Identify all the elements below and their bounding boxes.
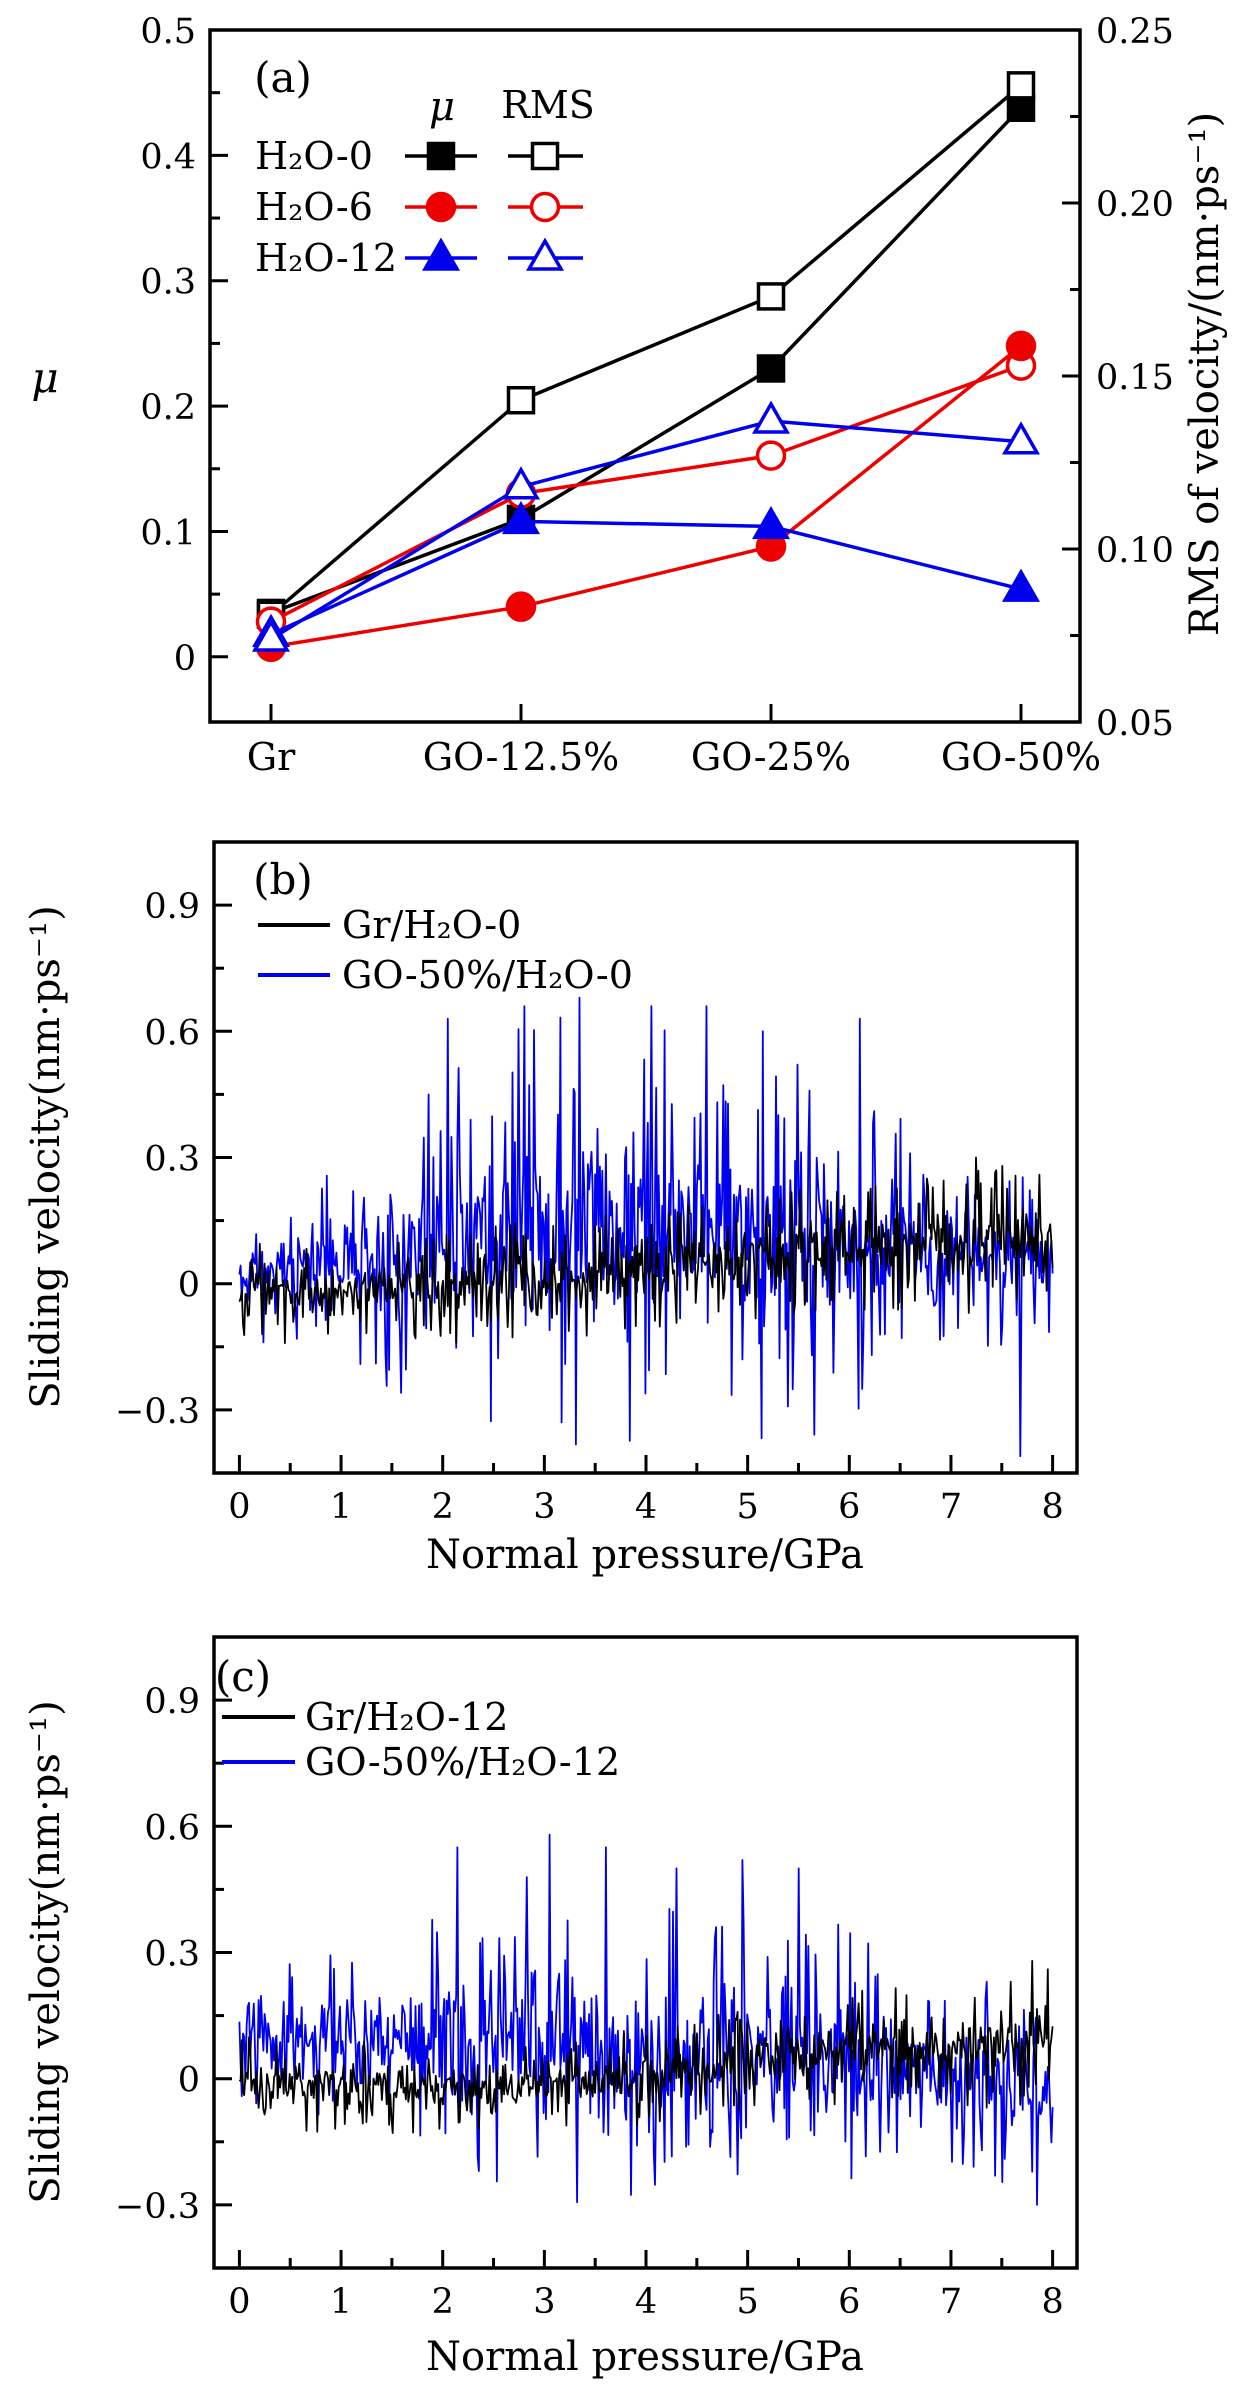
mu-axis-label: μ (31, 353, 59, 402)
x-tick-label: 0 (228, 2282, 250, 2322)
y-tick-label: 0.6 (144, 1808, 200, 1848)
category-label: GO-25% (691, 735, 851, 779)
rms-axis-label: RMS of velocity/(nm·ps⁻¹) (1182, 111, 1228, 637)
x-tick-label: 7 (940, 2282, 962, 2322)
panel-b-chart: −0.3 0 0.3 0.6 0.9 0 1 2 3 4 5 6 7 8 (115, 840, 1079, 1527)
category-label: GO-50% (941, 735, 1101, 779)
panel-c-y-axis-label: Sliding velocity(nm·ps⁻¹) (23, 1700, 69, 2204)
legend-a-label-h2o-12: H₂O-12 (255, 236, 398, 280)
x-tick-label: 1 (330, 2282, 352, 2322)
series-line (270, 363, 1022, 624)
left-tick-label: 0.5 (140, 12, 196, 52)
x-tick-label: 8 (1041, 2282, 1063, 2322)
panel-c-chart: −0.3 0 0.3 0.6 0.9 0 1 2 3 4 5 6 7 8 (115, 1635, 1079, 2322)
right-tick-label: 0.10 (1096, 531, 1174, 571)
x-tick-label: 6 (838, 2282, 860, 2322)
series-black (238, 1156, 1054, 1344)
y-tick-label: 0.6 (144, 1013, 200, 1053)
x-tick-label: 5 (737, 1487, 759, 1527)
y-tick-label: 0 (178, 2061, 200, 2101)
series-line (270, 519, 1022, 636)
x-tick-label: 3 (533, 1487, 555, 1527)
series-marker (1001, 421, 1041, 455)
series-marker (1001, 568, 1041, 602)
series-marker (506, 385, 536, 415)
right-tick-label: 0.20 (1096, 185, 1174, 225)
panel-a-letter: (a) (254, 53, 312, 102)
y-tick-label: 0.9 (144, 887, 200, 927)
x-tick-label: 1 (330, 1487, 352, 1527)
panel-b-x-axis-label: Normal pressure/GPa (426, 1532, 864, 1578)
right-tick-label: 0.25 (1096, 12, 1174, 52)
series-marker (755, 440, 787, 471)
panel-a-chart: 0 0.1 0.2 0.3 0.4 0.5 0.05 0.10 0.15 0.20 0.25 Gr GO… (140, 12, 1174, 779)
series-line (270, 419, 1022, 641)
left-tick-label: 0.2 (140, 388, 196, 428)
series-marker (1005, 330, 1037, 362)
y-tick-label: 0.3 (144, 1935, 200, 1975)
x-tick-label: 4 (635, 2282, 657, 2322)
legend-rms-sample-marker (529, 191, 561, 223)
legend-a-header-rms: RMS (501, 83, 595, 127)
series-marker (751, 400, 791, 434)
series-line (270, 106, 1023, 615)
panel-c-letter: (c) (214, 1652, 272, 1701)
legend-b-label-go50: GO-50%/H₂O-0 (342, 953, 633, 997)
left-tick-label: 0.4 (140, 137, 196, 177)
series-black (238, 1959, 1054, 2134)
legend-b-label-gr: Gr/H₂O-0 (342, 903, 522, 947)
panel-b-y-axis-label: Sliding velocity(nm·ps⁻¹) (23, 905, 69, 1409)
y-tick-label: 0.3 (144, 1140, 200, 1180)
legend-rms-sample-marker (530, 141, 560, 171)
series-marker (251, 618, 291, 652)
left-tick-label: 0 (174, 639, 196, 679)
legend-mu-sample-marker (421, 237, 461, 271)
legend-a-label-h2o-6: H₂O-6 (255, 185, 373, 229)
series-line (269, 84, 1023, 617)
y-tick-label: 0.9 (144, 1682, 200, 1722)
y-tick-label: −0.3 (115, 1392, 200, 1432)
right-tick-label: 0.05 (1096, 704, 1174, 744)
y-tick-label: 0 (178, 1266, 200, 1306)
x-tick-label: 3 (533, 2282, 555, 2322)
x-tick-label: 4 (635, 1487, 657, 1527)
x-tick-label: 5 (737, 2282, 759, 2322)
x-tick-label: 2 (432, 2282, 454, 2322)
category-label: GO-12.5% (423, 735, 619, 779)
series-line (270, 344, 1023, 649)
legend-mu-sample-marker (425, 191, 457, 223)
legend-a-label-h2o-0: H₂O-0 (255, 134, 373, 178)
category-label: Gr (247, 735, 296, 779)
series-marker (501, 466, 541, 500)
x-tick-label: 2 (432, 1487, 454, 1527)
legend-rms-sample-marker (525, 237, 565, 271)
x-tick-label: 0 (228, 1487, 250, 1527)
legend-c-label-go50: GO-50%/H₂O-12 (305, 1740, 621, 1784)
legend-mu-sample-marker (426, 141, 456, 171)
x-tick-label: 6 (838, 1487, 860, 1527)
series-marker (751, 505, 791, 540)
panel-c-x-axis-label: Normal pressure/GPa (426, 2334, 864, 2380)
x-tick-label: 7 (940, 1487, 962, 1527)
legend-a-header-mu: μ (429, 84, 455, 130)
panel-c: −0.3 0 0.3 0.6 0.9 0 1 2 3 4 5 6 7 8 (c) Gr/H₂O-12 GO… (0, 1630, 1260, 2394)
series-marker (756, 282, 786, 311)
panel-b: −0.3 0 0.3 0.6 0.9 0 1 2 3 4 5 6 7 8 (b) Gr/H₂O-0 GO-… (0, 812, 1260, 1630)
right-tick-label: 0.15 (1096, 358, 1174, 398)
series-marker (756, 354, 786, 383)
left-tick-label: 0.3 (140, 263, 196, 303)
y-tick-label: −0.3 (115, 2187, 200, 2227)
series-marker (501, 500, 541, 535)
legend-c-label-gr: Gr/H₂O-12 (305, 1695, 509, 1739)
panel-a: 0 0.1 0.2 0.3 0.4 0.5 0.05 0.10 0.15 0.20 0.25 Gr GO… (0, 0, 1260, 812)
series-marker (1006, 71, 1036, 100)
x-tick-label: 8 (1041, 1487, 1063, 1527)
left-tick-label: 0.1 (140, 513, 196, 553)
series-marker (505, 591, 537, 622)
panel-b-letter: (b) (253, 855, 313, 904)
